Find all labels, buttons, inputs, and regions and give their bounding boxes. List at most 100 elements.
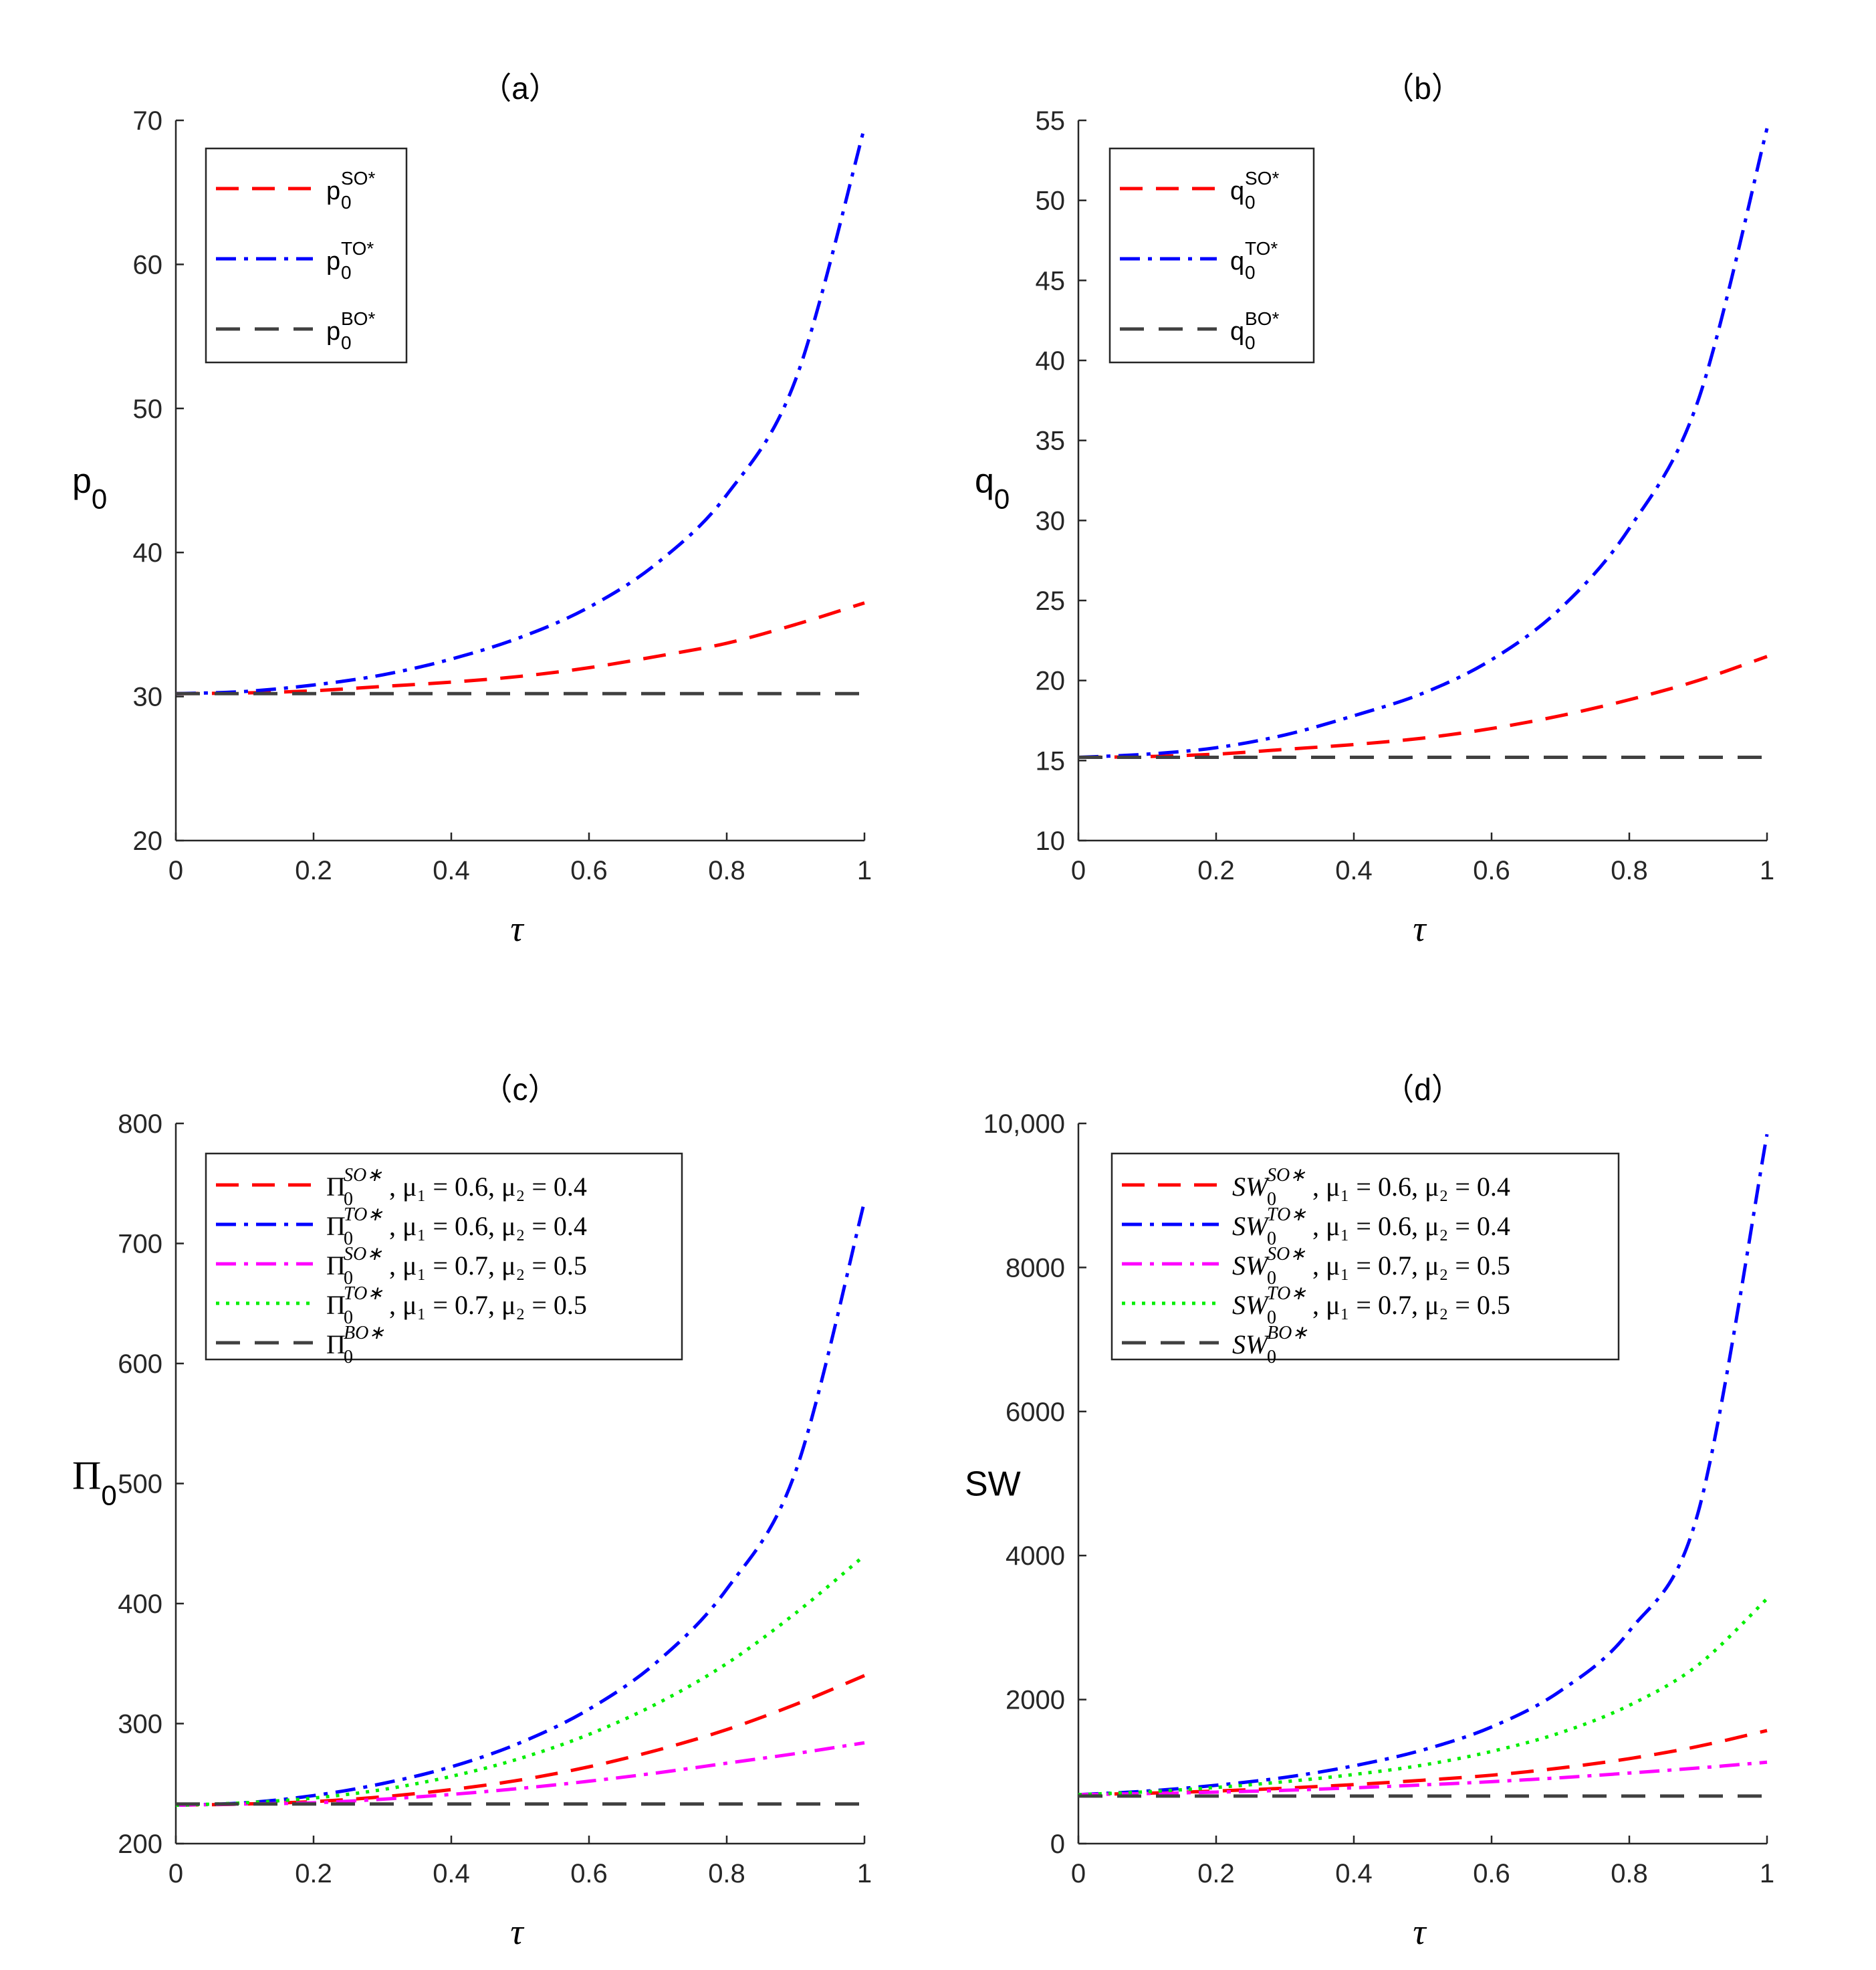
legend-label-main: SW — [1232, 1329, 1270, 1359]
legend-label-params: , μ₁ = 0.7, μ₂ = 0.5 — [389, 1250, 587, 1281]
legend-label-sup: SO∗ — [344, 1244, 382, 1265]
y-tick-label: 8000 — [1006, 1253, 1065, 1283]
y-tick-label: 20 — [1036, 667, 1066, 696]
series-line-2 — [175, 127, 866, 695]
x-tick-label: 1 — [857, 1859, 872, 1888]
x-tick-label: 0.8 — [708, 856, 745, 885]
legend-label-sup: TO∗ — [344, 1283, 383, 1304]
y-tick-label: 60 — [133, 250, 163, 280]
series-line-2 — [175, 1201, 866, 1808]
legend-label-sup: SO∗ — [344, 1165, 382, 1186]
y-tick-label: 200 — [118, 1830, 162, 1859]
y-tick-label: 50 — [1036, 187, 1066, 216]
y-tick-label: 40 — [1036, 346, 1066, 376]
y-tick-label: 55 — [1036, 106, 1066, 136]
legend-label-main: Π — [326, 1329, 346, 1359]
legend-label-sub: 0 — [344, 1268, 353, 1289]
x-axis-label: τ — [1413, 909, 1427, 949]
y-tick-label: 500 — [118, 1470, 162, 1499]
y-axis-label-sub: 0 — [101, 1480, 116, 1511]
x-tick-label: 0.8 — [1611, 856, 1648, 885]
x-tick-label: 0.4 — [1335, 856, 1373, 885]
y-tick-label: 40 — [133, 538, 163, 568]
x-tick-label: 0.2 — [1197, 1859, 1235, 1888]
x-tick-label: 0 — [168, 856, 183, 885]
legend-entry-label: Π — [326, 1250, 346, 1281]
legend-label-sub: 0 — [341, 262, 352, 283]
x-tick-label: 0 — [1071, 856, 1086, 885]
legend-label-params: , μ₁ = 0.6, μ₂ = 0.4 — [389, 1211, 587, 1241]
y-tick-label: 50 — [133, 395, 163, 424]
y-axis-label-main: SW — [965, 1465, 1021, 1504]
x-tick-label: 0.4 — [433, 1859, 470, 1888]
legend-label-main: Π — [326, 1250, 346, 1281]
series-line-1 — [175, 601, 865, 695]
y-axis-label: SW — [965, 1465, 1021, 1504]
legend-label-main: q — [1230, 247, 1244, 276]
x-tick-label: 0.4 — [1335, 1859, 1373, 1888]
legend-label-params: , μ₁ = 0.7, μ₂ = 0.5 — [1312, 1290, 1510, 1320]
y-tick-label: 15 — [1036, 746, 1066, 776]
y-axis-label: p0 — [72, 462, 107, 515]
y-axis-label-sub: 0 — [92, 483, 107, 515]
legend-entry-label: q — [1230, 247, 1244, 276]
y-tick-label: 2000 — [1006, 1686, 1065, 1715]
legend-box — [205, 1152, 683, 1361]
legend-entry-label: q — [1230, 177, 1244, 205]
x-tick-label: 0.2 — [295, 856, 332, 885]
y-tick-label: 10,000 — [983, 1109, 1065, 1139]
x-tick-label: 1 — [857, 856, 872, 885]
panel-title: （a） — [481, 71, 560, 106]
x-tick-label: 0.6 — [570, 1859, 608, 1888]
y-axis-label: q0 — [975, 462, 1010, 515]
legend-box — [205, 147, 408, 364]
x-axis-label: τ — [1413, 1912, 1427, 1952]
y-axis-label-main: q — [975, 462, 994, 501]
legend-label-main: SW — [1232, 1250, 1270, 1281]
legend-label-main: p — [326, 318, 340, 346]
legend-label-sub: 0 — [344, 1189, 353, 1210]
legend-entry-label: Π — [326, 1329, 346, 1359]
legend-label-sub: 0 — [1267, 1189, 1276, 1210]
legend-box — [1108, 147, 1315, 364]
legend-label-sup: BO* — [1245, 308, 1279, 329]
x-tick-label: 0 — [168, 1859, 183, 1888]
series-line-1 — [1078, 655, 1768, 760]
x-tick-label: 0.8 — [708, 1859, 745, 1888]
legend-label-params: , μ₁ = 0.7, μ₂ = 0.5 — [1312, 1250, 1510, 1281]
legend-label-sup: BO∗ — [1267, 1323, 1308, 1343]
legend-entry-label: q — [1230, 318, 1244, 346]
x-tick-label: 0.2 — [295, 1859, 332, 1888]
chart-panel-c: （c） 0 0.2 0.4 0.6 0.8 1 200 300 400 500 600 700 800 τ Π… — [72, 1072, 872, 1952]
series-line-2 — [1078, 128, 1769, 760]
y-tick-label: 25 — [1036, 586, 1066, 616]
chart-panel-d: （d） 0 0.2 0.4 0.6 0.8 1 0 2000 4000 6000 8000 10,000… — [965, 1072, 1774, 1952]
legend-label-main: q — [1230, 318, 1244, 346]
y-tick-label: 700 — [118, 1230, 162, 1259]
legend-entry-label: p — [326, 247, 340, 276]
x-tick-label: 1 — [1760, 1859, 1774, 1888]
x-axis-label: τ — [510, 1912, 524, 1952]
y-tick-label: 4000 — [1006, 1541, 1065, 1571]
series-line-4 — [175, 1554, 866, 1808]
legend-label-sub: 0 — [1245, 192, 1256, 213]
series-line-3 — [1078, 1760, 1768, 1797]
series-line-4 — [1078, 1598, 1768, 1797]
legend-box — [1110, 1152, 1620, 1361]
legend-label-main: SW — [1232, 1211, 1270, 1241]
y-tick-label: 300 — [118, 1710, 162, 1739]
legend-label-params: , μ₁ = 0.6, μ₂ = 0.4 — [1312, 1172, 1510, 1202]
legend-label-main: SW — [1232, 1172, 1270, 1202]
y-tick-label: 0 — [1050, 1830, 1065, 1859]
legend-label-sup: SO∗ — [1267, 1165, 1306, 1186]
x-tick-label: 0.2 — [1197, 856, 1235, 885]
x-tick-label: 0.4 — [433, 856, 470, 885]
legend-label-sup: SO∗ — [1267, 1244, 1306, 1265]
series-line-2 — [1078, 1133, 1769, 1797]
legend-label-params: , μ₁ = 0.7, μ₂ = 0.5 — [389, 1290, 587, 1320]
x-axis-label: τ — [510, 909, 524, 949]
legend-label-sup: BO∗ — [344, 1323, 384, 1343]
y-tick-label: 70 — [133, 106, 163, 136]
panel-title: （c） — [482, 1072, 559, 1107]
